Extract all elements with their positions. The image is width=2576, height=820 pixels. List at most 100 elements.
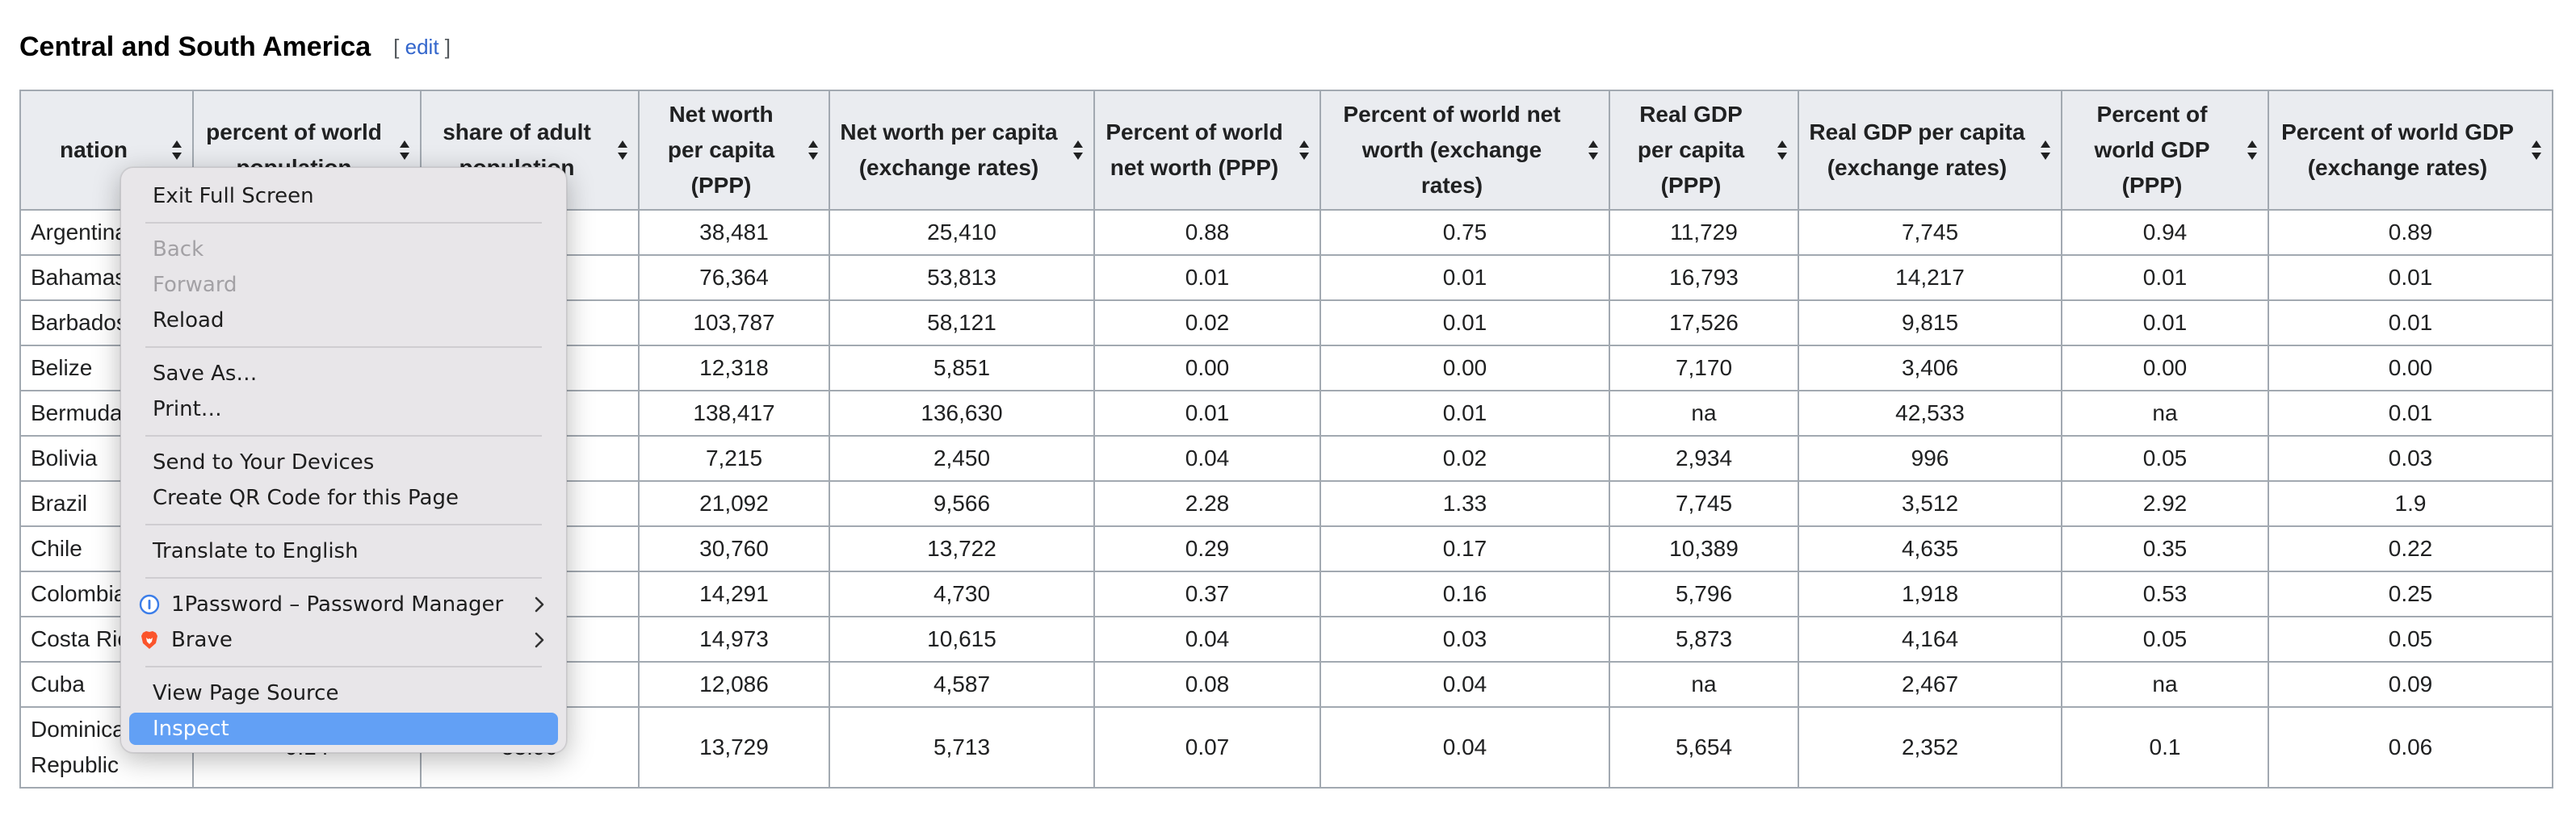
menu-item-send-to-devices[interactable]: Send to Your Devices [153, 450, 375, 475]
column-header-percent-gdp-ppp[interactable]: Percent of world GDP (PPP) [2061, 90, 2269, 211]
menu-item-1password[interactable]: 1Password – Password Manager [129, 588, 558, 621]
table-cell: 11,729 [1609, 209, 1799, 256]
table-cell: 25,410 [829, 209, 1095, 256]
table-cell: 0.01 [2061, 254, 2269, 301]
table-cell: na [1609, 390, 1799, 437]
section-title: Central and South America [19, 31, 371, 62]
table-cell: 7,745 [1798, 209, 2062, 256]
column-header-nation[interactable]: nation [19, 90, 194, 211]
table-cell: 5,654 [1609, 706, 1799, 789]
sort-arrows-icon[interactable] [1072, 140, 1084, 161]
table-cell: 12,318 [638, 345, 830, 391]
sort-arrows-icon[interactable] [2247, 140, 2258, 161]
edit-section-link[interactable]: edit [405, 34, 439, 59]
table-cell: 0.05 [2061, 616, 2269, 663]
1password-icon [139, 594, 160, 615]
menu-item-exit-full-screen[interactable]: Exit Full Screen [153, 184, 314, 208]
brave-lion-icon [141, 631, 157, 649]
table-cell: 21,092 [638, 480, 830, 527]
table-cell: 0.01 [2268, 299, 2553, 346]
menu-item-reload[interactable]: Reload [153, 308, 224, 333]
table-cell: 3,512 [1798, 480, 2062, 527]
sort-arrows-icon[interactable] [399, 140, 410, 161]
table-cell: 0.02 [1319, 435, 1610, 482]
table-cell: 0.01 [2268, 390, 2553, 437]
table-cell: 4,587 [829, 661, 1095, 708]
table-cell: 42,533 [1798, 390, 2062, 437]
table-cell: 0.04 [1319, 661, 1610, 708]
table-cell: 5,796 [1609, 571, 1799, 617]
table-cell: 0.53 [2061, 571, 2269, 617]
table-cell: 0.17 [1319, 525, 1610, 572]
menu-item-inspect[interactable]: Inspect [129, 713, 558, 745]
column-header-real-gdp-ppp[interactable]: Real GDP per capita (PPP) [1609, 90, 1799, 211]
table-cell: 30,760 [638, 525, 830, 572]
table-cell: 996 [1798, 435, 2062, 482]
chevron-right-icon [535, 632, 544, 648]
table-cell: 0.88 [1093, 209, 1321, 256]
table-cell: 0.16 [1319, 571, 1610, 617]
table-cell: 16,793 [1609, 254, 1799, 301]
menu-item-print[interactable]: Print… [153, 397, 222, 421]
table-cell: 0.37 [1093, 571, 1321, 617]
table-cell: 53,813 [829, 254, 1095, 301]
sort-arrows-icon[interactable] [1588, 140, 1599, 161]
menu-item-create-qr-code[interactable]: Create QR Code for this Page [153, 486, 459, 510]
sort-arrows-icon[interactable] [2531, 140, 2542, 161]
column-header-percent-net-worth-ppp[interactable]: Percent of world net worth (PPP) [1093, 90, 1321, 211]
table-cell: 2.92 [2061, 480, 2269, 527]
column-header-percent-net-worth-exchange[interactable]: Percent of world net worth (exchange rat… [1319, 90, 1610, 211]
column-header-percent-gdp-exchange[interactable]: Percent of world GDP (exchange rates) [2268, 90, 2553, 211]
sort-arrows-icon[interactable] [171, 140, 183, 161]
menu-item-forward: Forward [153, 273, 237, 297]
menu-separator [145, 524, 542, 525]
menu-item-save-as[interactable]: Save As… [153, 362, 258, 386]
table-cell: na [1609, 661, 1799, 708]
column-header-net-worth-ppp[interactable]: Net worth per capita (PPP) [638, 90, 830, 211]
table-cell: na [2061, 390, 2269, 437]
table-cell: 0.04 [1093, 616, 1321, 663]
column-header-real-gdp-exchange[interactable]: Real GDP per capita (exchange rates) [1798, 90, 2062, 211]
column-header-net-worth-exchange[interactable]: Net worth per capita (exchange rates) [829, 90, 1095, 211]
menu-separator [145, 666, 542, 667]
sort-arrows-icon[interactable] [1777, 140, 1788, 161]
table-cell: 0.07 [1093, 706, 1321, 789]
sort-arrows-icon[interactable] [808, 140, 819, 161]
table-cell: 0.09 [2268, 661, 2553, 708]
table-cell: 4,730 [829, 571, 1095, 617]
table-cell: 0.75 [1319, 209, 1610, 256]
table-cell: 5,873 [1609, 616, 1799, 663]
menu-item-view-page-source[interactable]: View Page Source [153, 681, 339, 705]
table-cell: 0.89 [2268, 209, 2553, 256]
chevron-right-icon [535, 596, 544, 613]
menu-separator [145, 346, 542, 348]
table-cell: 38,481 [638, 209, 830, 256]
sort-arrows-icon[interactable] [2040, 140, 2051, 161]
table-cell: 0.25 [2268, 571, 2553, 617]
sort-arrows-icon[interactable] [1298, 140, 1310, 161]
table-cell: 5,713 [829, 706, 1095, 789]
table-cell: 14,973 [638, 616, 830, 663]
menu-item-translate[interactable]: Translate to English [153, 539, 359, 563]
table-cell: 3,406 [1798, 345, 2062, 391]
table-cell: 14,217 [1798, 254, 2062, 301]
table-cell: 0.08 [1093, 661, 1321, 708]
table-cell: 13,722 [829, 525, 1095, 572]
sort-arrows-icon[interactable] [617, 140, 628, 161]
table-cell: 0.01 [1093, 254, 1321, 301]
context-menu: Exit Full Screen Back Forward Reload Sav… [120, 167, 567, 753]
table-cell: na [2061, 661, 2269, 708]
menu-item-brave[interactable]: Brave [129, 624, 558, 656]
table-cell: 7,215 [638, 435, 830, 482]
table-cell: 1.9 [2268, 480, 2553, 527]
edit-section-link-wrapper: [ edit ] [393, 35, 451, 60]
table-cell: 1.33 [1319, 480, 1610, 527]
table-cell: 4,635 [1798, 525, 2062, 572]
table-cell: 1,918 [1798, 571, 2062, 617]
table-cell: 0.04 [1093, 435, 1321, 482]
table-cell: 0.00 [2061, 345, 2269, 391]
table-cell: 0.06 [2268, 706, 2553, 789]
table-cell: 2,450 [829, 435, 1095, 482]
table-cell: 7,745 [1609, 480, 1799, 527]
table-cell: 0.03 [1319, 616, 1610, 663]
